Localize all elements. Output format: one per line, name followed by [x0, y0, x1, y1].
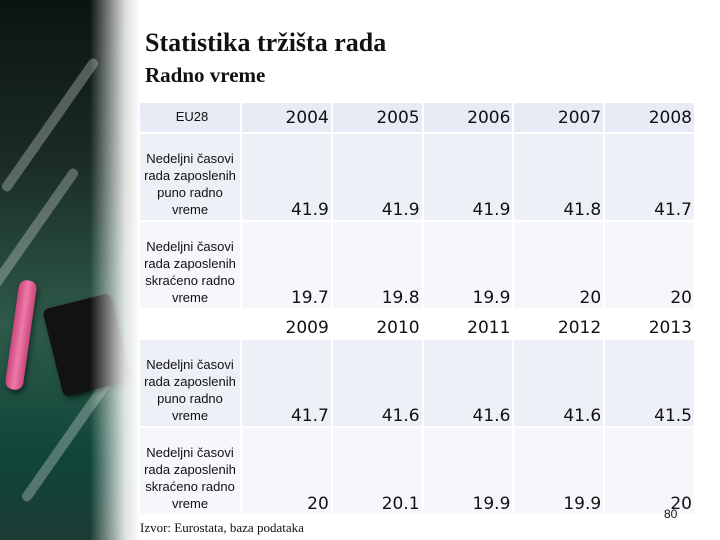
row-label-part-time: Nedeljni časovi rada zaposlenih skraćeno…: [140, 427, 242, 516]
header-row-years-1: EU28 2004 2005 2006 2007 2008: [140, 103, 696, 134]
value-cell: 41.9: [422, 133, 515, 222]
chalkboard-decoration: [0, 0, 140, 540]
value-cell: 41.6: [513, 339, 606, 428]
value-cell: 20: [513, 221, 606, 310]
year-cell: 2004: [241, 103, 333, 134]
value-cell: 41.7: [604, 133, 696, 222]
value-cell: 41.9: [241, 133, 333, 222]
year-cell: 2012: [513, 309, 606, 340]
value-cell: 19.9: [422, 427, 515, 516]
slide-subtitle: Radno vreme: [145, 63, 266, 87]
table-row-part-time-2: Nedeljni časovi rada zaposlenih skraćeno…: [140, 427, 696, 516]
year-cell: 2006: [422, 103, 515, 134]
value-cell: 20: [241, 427, 333, 516]
value-cell: 41.8: [513, 133, 606, 222]
row-label-part-time: Nedeljni časovi rada zaposlenih skraćeno…: [140, 221, 242, 310]
year-cell: 2011: [422, 309, 515, 340]
table-row-full-time-1: Nedeljni časovi rada zaposlenih puno rad…: [140, 133, 696, 222]
value-cell: 20: [604, 427, 696, 516]
year-cell: 2010: [331, 309, 424, 340]
value-cell: 41.5: [604, 339, 696, 428]
chalkboard-fade: [90, 0, 140, 540]
year-cell: 2007: [513, 103, 606, 134]
row-label-full-time: Nedeljni časovi rada zaposlenih puno rad…: [140, 133, 242, 222]
table-row-full-time-2: Nedeljni časovi rada zaposlenih puno rad…: [140, 339, 696, 428]
value-cell: 41.6: [331, 339, 424, 428]
header-row-years-2: 2009 2010 2011 2012 2013: [140, 309, 696, 340]
slide-title: Statistika tržišta rada: [145, 28, 387, 57]
value-cell: 19.9: [513, 427, 606, 516]
year-cell: 2005: [331, 103, 424, 134]
value-cell: 19.9: [422, 221, 515, 310]
row-label-full-time: Nedeljni časovi rada zaposlenih puno rad…: [140, 339, 242, 428]
corner-label: EU28: [140, 103, 242, 134]
value-cell: 20.1: [331, 427, 424, 516]
value-cell: 20: [604, 221, 696, 310]
chalk-streak: [0, 56, 100, 194]
source-note: Izvor: Eurostata, baza podataka: [140, 520, 304, 535]
year-cell: 2009: [241, 309, 333, 340]
year-cell: 2008: [604, 103, 696, 134]
value-cell: 41.6: [422, 339, 515, 428]
value-cell: 41.9: [331, 133, 424, 222]
value-cell: 19.7: [241, 221, 333, 310]
value-cell: 19.8: [331, 221, 424, 310]
page-number: 80: [664, 507, 678, 521]
empty-cell: [140, 309, 242, 340]
working-hours-table: EU28 2004 2005 2006 2007 2008 Nedeljni č…: [140, 103, 696, 516]
year-cell: 2013: [604, 309, 696, 340]
table-row-part-time-1: Nedeljni časovi rada zaposlenih skraćeno…: [140, 221, 696, 310]
pink-chalk-image: [4, 279, 38, 391]
value-cell: 41.7: [241, 339, 333, 428]
